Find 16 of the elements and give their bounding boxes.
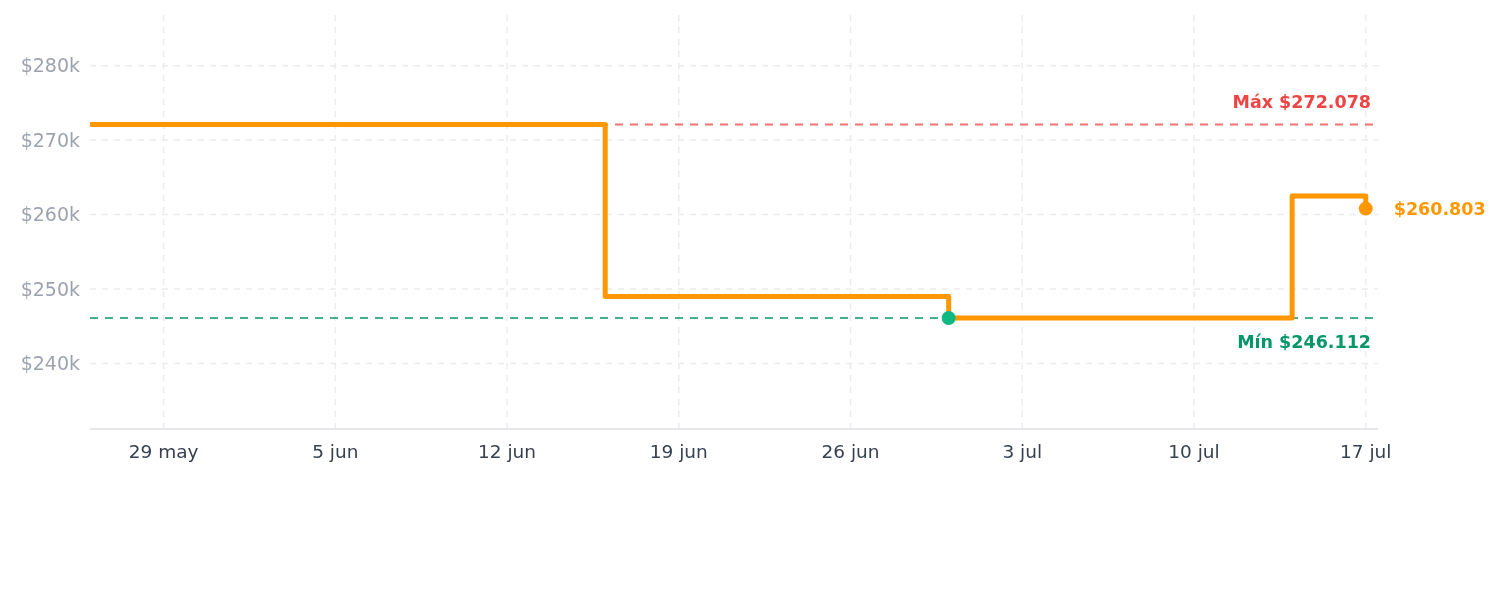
annotation: $260.803 — [1393, 198, 1486, 219]
x-tick-label: 3 jul — [1002, 441, 1043, 462]
y-tick-label: $270k — [20, 128, 80, 151]
y-tick-label: $250k — [20, 277, 80, 300]
x-tick-label: 17 jul — [1340, 441, 1392, 462]
ref-line-label: Máx $272.078 — [1232, 91, 1371, 112]
y-tick-label: $260k — [20, 203, 80, 226]
x-tick-label: 10 jul — [1168, 441, 1220, 462]
x-tick-label: 12 jun — [478, 441, 537, 462]
x-tick-label: 5 jun — [312, 441, 359, 462]
x-tick-label: 26 jun — [821, 441, 880, 462]
x-tick-label: 19 jun — [649, 441, 708, 462]
y-tick-label: $240k — [20, 352, 80, 375]
x-tick-label: 29 may — [128, 441, 199, 462]
ref-line-label: Mín $246.112 — [1237, 331, 1371, 352]
y-tick-label: $280k — [20, 54, 80, 77]
